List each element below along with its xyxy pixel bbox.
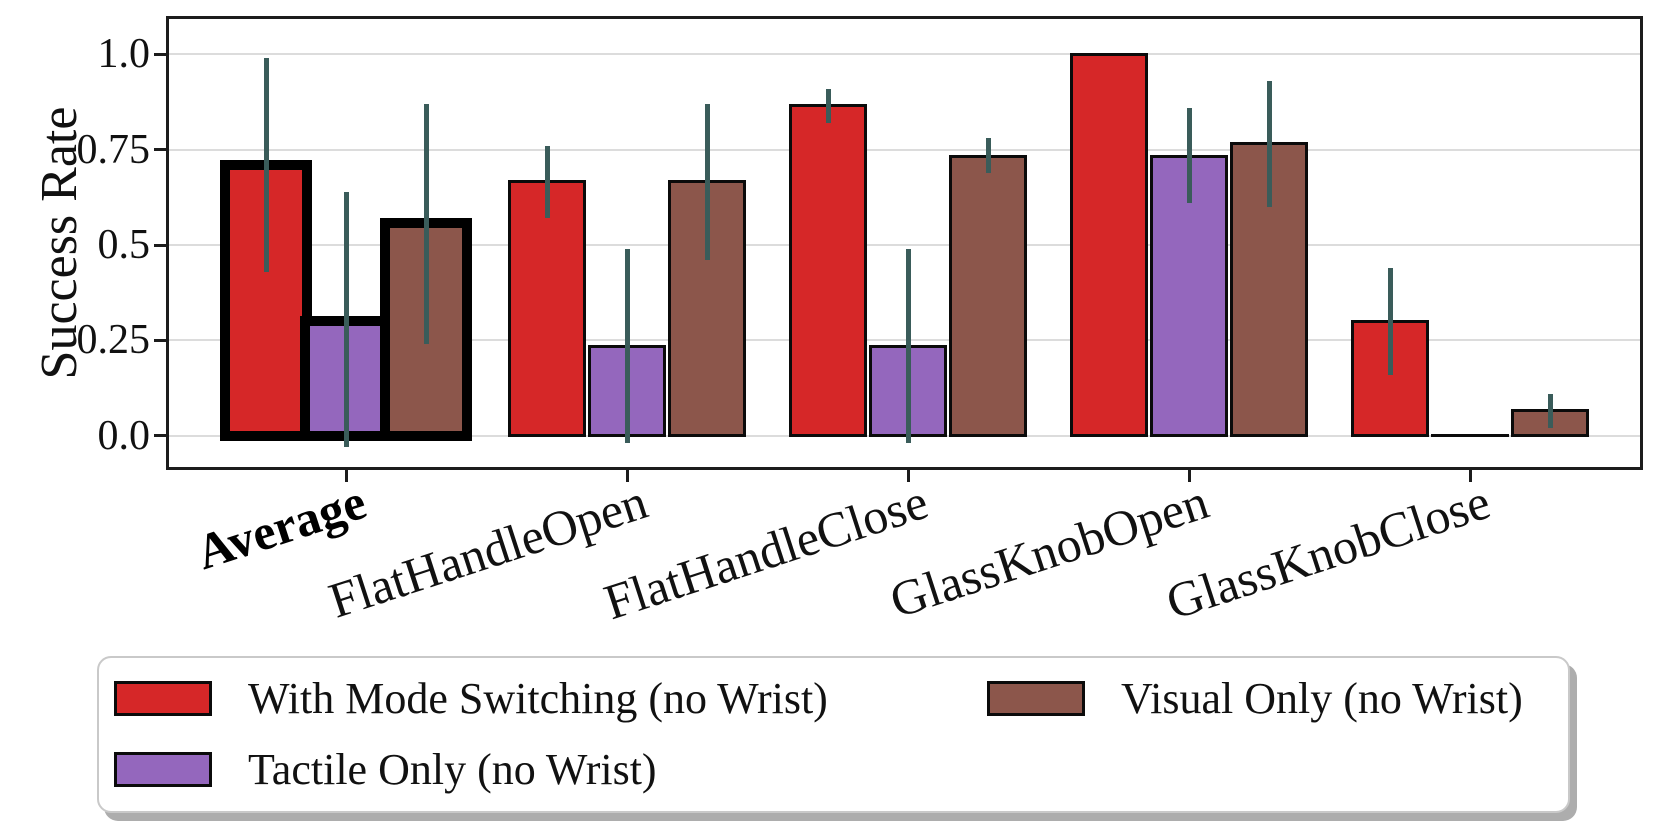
error-bar [1186, 107, 1192, 204]
legend-swatch-visual-only [987, 681, 1085, 716]
error-bar [985, 138, 991, 173]
y-tick-label: 0.0 [97, 412, 151, 459]
y-axis-tick [154, 243, 166, 247]
x-axis-tick [625, 470, 629, 482]
y-axis-tick [154, 338, 166, 342]
x-axis-tick [906, 470, 910, 482]
error-bar [825, 88, 831, 124]
x-tick-label-Average: Average [189, 473, 373, 581]
y-tick-label: 0.25 [76, 317, 151, 364]
y-tick-label: 0.5 [97, 222, 151, 269]
legend-swatch-with-mode-switching [114, 681, 212, 716]
legend: With Mode Switching (no Wrist) Tactile O… [97, 656, 1570, 813]
gridline [166, 244, 1643, 247]
bar-FlatHandleClose-With Mode Switching (no Wrist) [789, 103, 867, 438]
x-tick-label-FlatHandleOpen: FlatHandleOpen [321, 473, 654, 629]
error-bar [704, 103, 710, 261]
legend-entry: Tactile Only (no Wrist) [114, 747, 657, 791]
error-bar [263, 58, 269, 272]
bar-FlatHandleOpen-With Mode Switching (no Wrist) [508, 179, 586, 438]
error-bar [423, 103, 429, 345]
error-bar [1266, 81, 1272, 207]
error-bar [343, 191, 349, 448]
x-tick-label-FlatHandleClose: FlatHandleClose [597, 473, 935, 631]
legend-swatch-tactile-only [114, 752, 212, 787]
y-axis-tick [154, 52, 166, 56]
legend-label: Tactile Only (no Wrist) [248, 744, 657, 794]
error-bar [624, 248, 630, 444]
gridline [166, 53, 1643, 56]
x-axis-tick [1468, 470, 1472, 482]
y-axis-tick [154, 434, 166, 438]
legend-entry: With Mode Switching (no Wrist) [114, 676, 828, 720]
error-bar [544, 145, 550, 219]
legend-entry: Visual Only (no Wrist) [987, 676, 1523, 720]
gridline [166, 339, 1643, 342]
plot-border [166, 16, 1643, 470]
x-axis-tick [1187, 470, 1191, 482]
x-tick-label-GlassKnobOpen: GlassKnobOpen [883, 473, 1216, 629]
error-bar [905, 248, 911, 444]
y-tick-label: 1.0 [97, 31, 151, 78]
bar-GlassKnobClose-Tactile Only (no Wrist) [1431, 434, 1509, 438]
gridline [166, 148, 1643, 151]
bar-FlatHandleClose-Visual Only (no Wrist) [949, 154, 1027, 438]
bar-GlassKnobOpen-With Mode Switching (no Wrist) [1070, 52, 1148, 438]
error-bar [1387, 267, 1393, 375]
y-axis-tick [154, 148, 166, 152]
x-axis-tick [344, 470, 348, 482]
x-tick-label-GlassKnobClose: GlassKnobClose [1159, 473, 1497, 631]
legend-label: With Mode Switching (no Wrist) [248, 673, 828, 723]
y-tick-label: 0.75 [76, 126, 151, 173]
error-bar [1547, 393, 1553, 428]
legend-label: Visual Only (no Wrist) [1121, 673, 1523, 723]
